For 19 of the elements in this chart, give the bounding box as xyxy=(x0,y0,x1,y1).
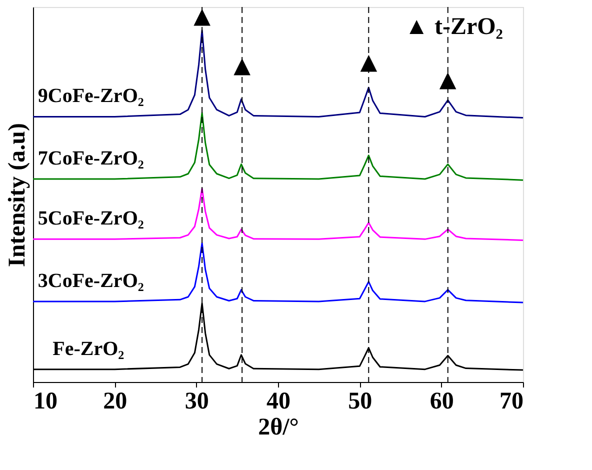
annotation: ▲ t-ZrO₂ xyxy=(404,14,503,40)
x-tick-label: 10 xyxy=(34,388,58,414)
annotation: ▲ xyxy=(194,4,211,30)
series-label: 3CoFe-ZrO₂ xyxy=(38,270,144,292)
x-axis-title: 2θ/° xyxy=(258,414,299,440)
x-tick-label: 50 xyxy=(348,388,372,414)
x-tick-label: 60 xyxy=(430,388,454,414)
series-label: 5CoFe-ZrO₂ xyxy=(38,208,144,230)
y-axis-title: Intensity (a.u) xyxy=(4,122,30,268)
series-label: 9CoFe-ZrO₂ xyxy=(38,85,144,108)
x-tick-label: 20 xyxy=(103,388,128,414)
series-label: Fe-ZrO₂ xyxy=(52,338,124,360)
annotation: ▲ xyxy=(439,67,456,92)
x-tick-label: 30 xyxy=(184,388,209,414)
annotation: ▲ xyxy=(360,50,378,75)
x-tick-label: 40 xyxy=(266,388,290,414)
annotation: ▲ xyxy=(234,53,251,78)
series-label: 7CoFe-ZrO₂ xyxy=(38,147,144,170)
x-tick-label: 70 xyxy=(500,388,524,414)
